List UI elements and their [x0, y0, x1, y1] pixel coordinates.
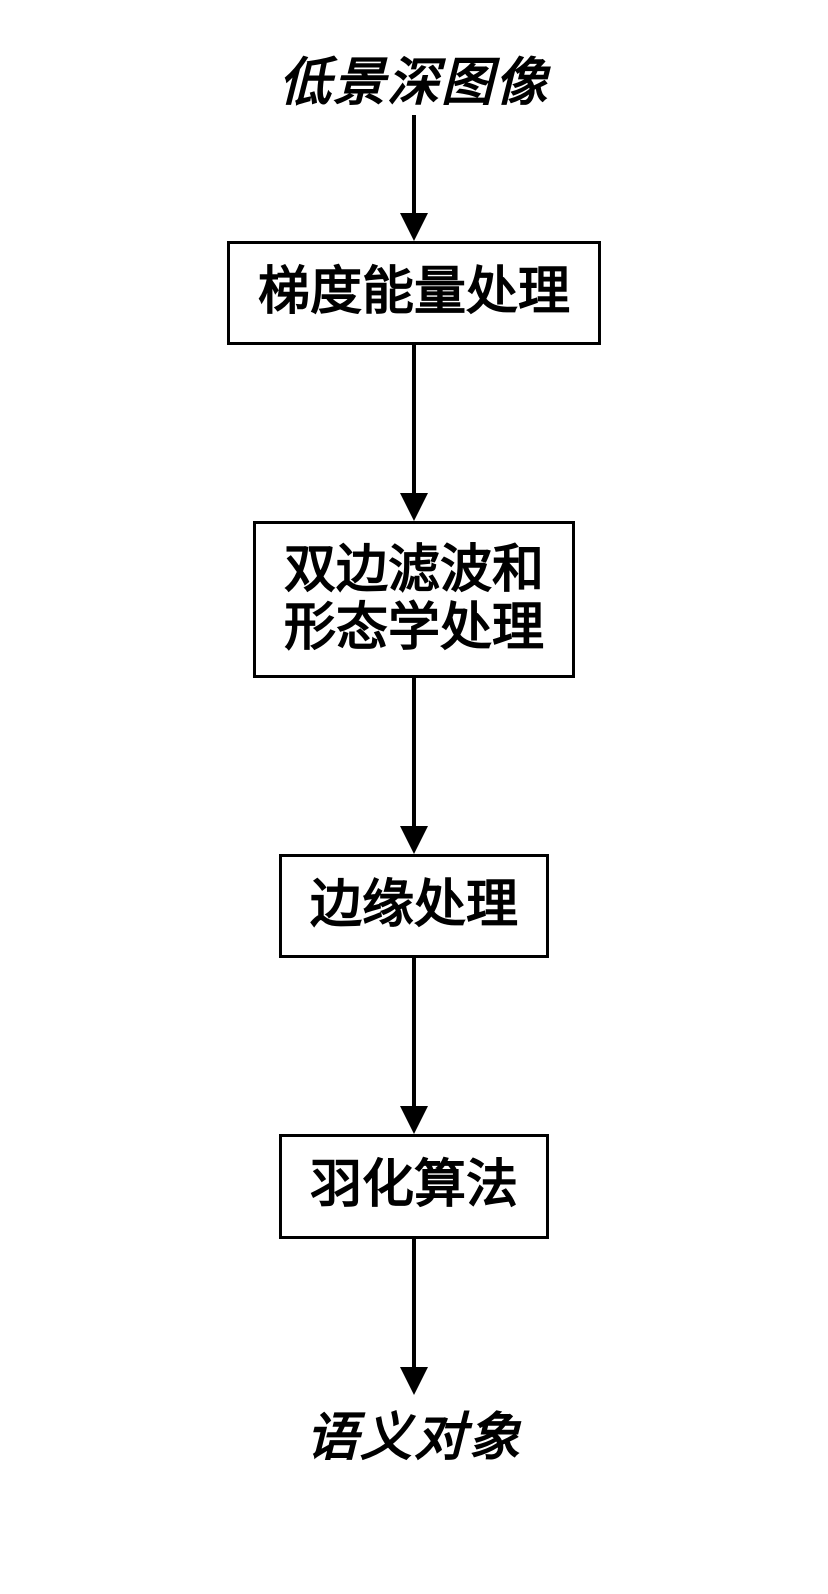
input-label: 低景深图像	[279, 40, 549, 115]
step2-line2: 形态学处理	[284, 600, 544, 657]
arrow-4	[400, 958, 428, 1134]
arrow-1	[400, 115, 428, 241]
arrow-head-icon	[400, 493, 428, 521]
arrow-line	[412, 1239, 416, 1369]
arrow-3	[400, 678, 428, 854]
step3-box: 边缘处理	[279, 854, 549, 958]
arrow-line	[412, 958, 416, 1108]
arrow-5	[400, 1239, 428, 1395]
step2-box: 双边滤波和 形态学处理	[253, 521, 575, 677]
arrow-line	[412, 345, 416, 495]
arrow-head-icon	[400, 1367, 428, 1395]
arrow-head-icon	[400, 1106, 428, 1134]
arrow-head-icon	[400, 826, 428, 854]
arrow-2	[400, 345, 428, 521]
arrow-head-icon	[400, 213, 428, 241]
step1-box: 梯度能量处理	[227, 241, 601, 345]
output-label: 语义对象	[306, 1395, 522, 1470]
step2-line1: 双边滤波和	[284, 542, 544, 599]
flowchart-container: 低景深图像 梯度能量处理 双边滤波和 形态学处理 边缘处理 羽化算法 语义对象	[227, 40, 601, 1470]
step4-box: 羽化算法	[279, 1134, 549, 1238]
arrow-line	[412, 678, 416, 828]
arrow-line	[412, 115, 416, 215]
